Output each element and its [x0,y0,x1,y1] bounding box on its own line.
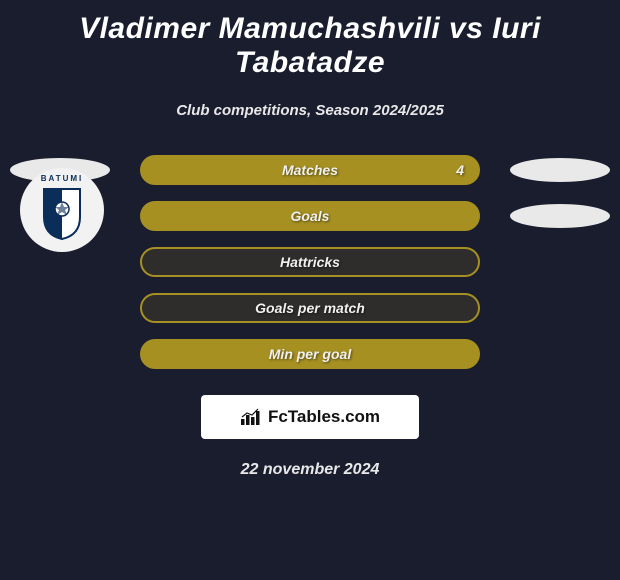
player-right-marker [510,158,610,182]
bars-icon [240,408,262,426]
stat-label: Min per goal [269,346,351,362]
stat-pill-matches: Matches 4 [140,155,480,185]
stat-pill-goals-per-match: Goals per match [140,293,480,323]
page-title: Vladimer Mamuchashvili vs Iuri Tabatadze [0,8,620,84]
subtitle: Club competitions, Season 2024/2025 [0,102,620,119]
stat-pill-min-per-goal: Min per goal [140,339,480,369]
stat-pill-goals: Goals [140,201,480,231]
player-right-marker [510,204,610,228]
stat-label: Goals [291,208,330,224]
stat-label: Matches [282,162,338,178]
stat-label: Goals per match [255,300,365,316]
date-text: 22 november 2024 [0,461,620,479]
stat-row: Min per goal [0,331,620,377]
club-badge: BATUMI [20,168,104,252]
club-badge-text: BATUMI [20,174,104,183]
club-shield-icon [40,187,84,241]
stat-row: Goals per match [0,285,620,331]
stat-pill-hattricks: Hattricks [140,247,480,277]
stat-label: Hattricks [280,254,340,270]
brand-text: FcTables.com [268,407,380,427]
stat-value-right: 4 [456,162,464,178]
brand-logo[interactable]: FcTables.com [201,395,419,439]
